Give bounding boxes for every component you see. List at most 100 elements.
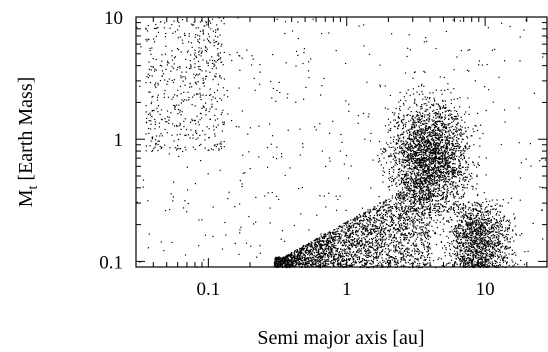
data-point: [449, 137, 451, 139]
data-point: [411, 149, 413, 151]
data-point: [416, 115, 419, 117]
data-point: [424, 160, 426, 162]
data-point: [329, 252, 331, 254]
data-point: [323, 240, 325, 242]
data-point: [459, 171, 461, 174]
data-point: [453, 157, 455, 159]
data-point: [155, 58, 157, 60]
data-point: [425, 188, 428, 190]
data-point: [359, 262, 361, 264]
data-point: [437, 195, 439, 197]
data-point: [430, 170, 432, 172]
data-point: [395, 207, 398, 209]
data-point: [395, 261, 397, 263]
data-point: [452, 175, 454, 178]
data-point: [342, 263, 344, 265]
data-point: [327, 248, 329, 250]
data-point: [165, 32, 167, 35]
data-point: [223, 123, 225, 125]
data-point: [315, 250, 317, 252]
data-point: [378, 242, 380, 244]
data-point: [331, 262, 334, 264]
data-point: [388, 236, 390, 238]
data-point: [164, 53, 166, 55]
data-point: [394, 147, 396, 149]
data-point: [289, 254, 291, 256]
data-point: [370, 233, 372, 235]
data-point: [368, 254, 370, 256]
data-point: [387, 245, 389, 247]
data-point: [400, 203, 402, 205]
data-point: [421, 196, 423, 198]
data-point: [338, 240, 340, 242]
data-point: [317, 254, 319, 256]
data-point: [342, 227, 344, 229]
data-point: [422, 151, 424, 153]
data-point: [400, 119, 403, 121]
data-point: [157, 82, 159, 84]
data-point: [451, 171, 453, 173]
data-point: [424, 258, 426, 261]
data-point: [440, 155, 442, 157]
data-point: [428, 145, 430, 147]
data-point: [435, 121, 437, 123]
data-point: [290, 254, 292, 256]
data-point: [464, 187, 466, 189]
data-point: [283, 259, 285, 261]
data-point: [359, 240, 361, 242]
data-point: [161, 119, 163, 121]
data-point: [190, 54, 192, 56]
data-point: [302, 260, 304, 262]
data-point: [418, 232, 420, 234]
data-point: [439, 105, 441, 108]
data-point: [278, 265, 280, 267]
data-point: [394, 112, 396, 114]
data-point: [466, 143, 468, 145]
data-point: [396, 265, 398, 267]
data-point: [385, 258, 387, 260]
data-point: [437, 190, 439, 192]
data-point: [348, 223, 350, 225]
data-point: [349, 230, 351, 232]
data-point: [415, 227, 417, 229]
data-point: [397, 171, 400, 174]
data-point: [332, 231, 334, 233]
data-point: [439, 121, 441, 123]
data-point: [412, 132, 414, 134]
data-point: [434, 172, 437, 175]
data-point: [373, 225, 375, 227]
data-point: [320, 235, 322, 237]
data-point: [448, 155, 450, 157]
data-point: [334, 239, 336, 241]
data-point: [442, 99, 444, 101]
data-point: [415, 133, 417, 136]
data-point: [293, 251, 296, 253]
data-point: [414, 196, 416, 198]
data-point: [410, 150, 412, 152]
data-point: [328, 232, 330, 234]
data-point: [205, 94, 207, 96]
data-point: [145, 145, 147, 147]
data-point: [388, 124, 390, 126]
data-point: [437, 103, 439, 105]
data-point: [342, 240, 344, 242]
data-point: [299, 250, 301, 252]
data-point: [439, 176, 441, 178]
data-point: [391, 207, 393, 209]
data-point: [358, 224, 361, 226]
data-point: [433, 172, 435, 174]
data-point: [363, 218, 365, 220]
data-point: [400, 252, 402, 254]
data-point: [353, 258, 355, 260]
data-point: [408, 135, 410, 137]
data-point: [392, 171, 395, 173]
data-point: [381, 226, 383, 229]
data-point: [348, 225, 350, 228]
data-point: [410, 176, 413, 178]
data-point: [287, 259, 289, 261]
data-point: [477, 193, 479, 195]
data-point: [387, 118, 389, 120]
data-point: [411, 262, 413, 265]
data-point: [426, 186, 428, 188]
data-point: [439, 108, 441, 110]
